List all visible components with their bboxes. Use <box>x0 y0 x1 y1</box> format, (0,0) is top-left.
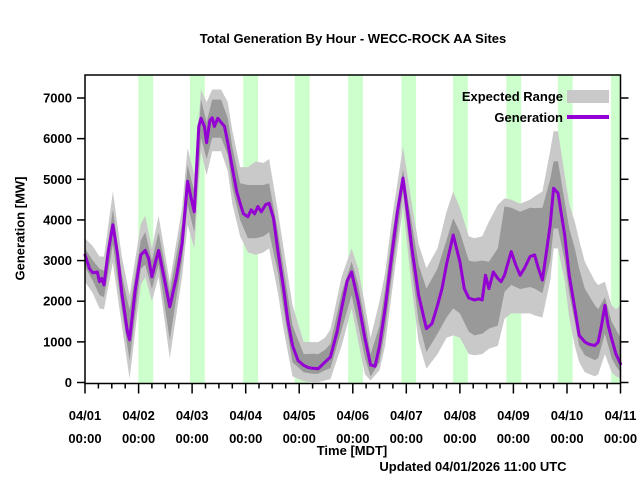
y-tick-label: 5000 <box>43 172 72 187</box>
x-tick-label-time: 00:00 <box>336 431 369 446</box>
x-tick-label-time: 00:00 <box>390 431 423 446</box>
x-tick-label-date: 04/08 <box>444 408 477 423</box>
x-tick-label-date: 04/05 <box>283 408 316 423</box>
y-tick-label: 3000 <box>43 253 72 268</box>
y-tick-label: 7000 <box>43 91 72 106</box>
y-tick-label: 4000 <box>43 212 72 227</box>
x-tick-label-time: 00:00 <box>122 431 155 446</box>
x-tick-label-time: 00:00 <box>497 431 530 446</box>
y-tick-label: 2000 <box>43 294 72 309</box>
x-tick-label-time: 00:00 <box>175 431 208 446</box>
legend-swatch-expected-range <box>567 90 609 103</box>
generation-line <box>83 116 622 371</box>
x-tick-label-date: 04/01 <box>69 408 102 423</box>
x-tick-label-date: 04/02 <box>122 408 155 423</box>
night-shading-band <box>189 75 205 383</box>
chart-title: Total Generation By Hour - WECC-ROCK AA … <box>199 31 507 46</box>
expected-range-band-inner <box>85 99 621 377</box>
x-tick-label-date: 04/03 <box>176 408 209 423</box>
y-tick-label: 6000 <box>43 131 72 146</box>
x-axis-label: Time [MDT] <box>316 443 388 458</box>
night-shading-band <box>611 75 621 383</box>
legend-line-generation <box>567 115 609 119</box>
legend-label-expected-range: Expected Range <box>461 89 563 104</box>
x-tick-label-date: 04/10 <box>551 408 584 423</box>
x-tick-label-date: 04/06 <box>337 408 370 423</box>
x-tick-label-date: 04/07 <box>390 408 423 423</box>
y-tick-label: 0 <box>65 375 72 390</box>
y-tick-label: 1000 <box>43 334 72 349</box>
x-tick-label-time: 00:00 <box>283 431 316 446</box>
x-tick-label-date: 04/11 <box>605 408 637 423</box>
x-tick-label-time: 00:00 <box>443 431 476 446</box>
x-tick-label-time: 00:00 <box>550 431 583 446</box>
x-tick-label-time: 00:00 <box>604 431 637 446</box>
x-tick-label-time: 00:00 <box>229 431 262 446</box>
x-tick-label-date: 04/09 <box>497 408 530 423</box>
night-shading-band <box>294 75 310 383</box>
y-axis-label: Generation [MW] <box>12 176 28 281</box>
legend-label-generation: Generation <box>494 110 563 125</box>
x-tick-label-date: 04/04 <box>229 408 262 423</box>
x-tick-label-time: 00:00 <box>68 431 101 446</box>
updated-timestamp: Updated 04/01/2026 11:00 UTC <box>379 459 567 474</box>
